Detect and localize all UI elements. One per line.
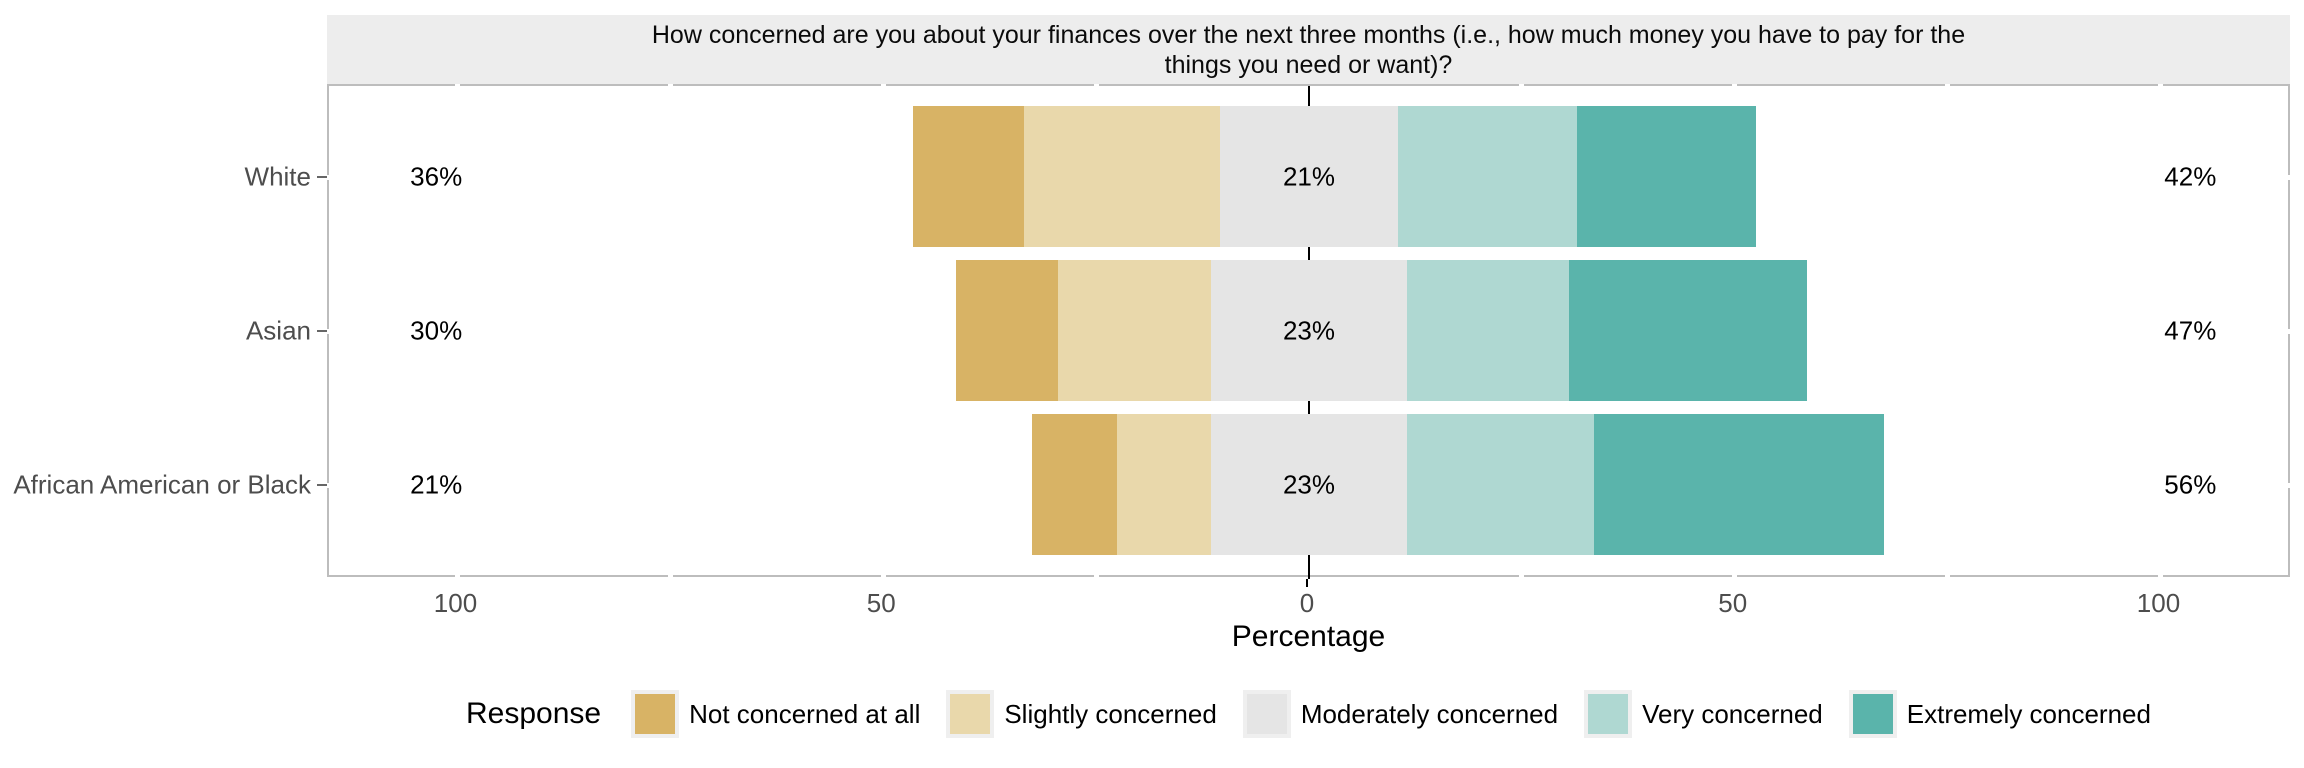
bar-label-left-total: 30% xyxy=(410,315,463,345)
bar-segment-extremely-concerned xyxy=(1594,414,1884,555)
chart-title-strip: How concerned are you about your finance… xyxy=(327,15,2290,84)
zero-axis-tick xyxy=(1306,579,1308,587)
legend: Response Not concerned at all Slightly co… xyxy=(327,686,2290,742)
border-notch xyxy=(327,174,331,180)
legend-key xyxy=(631,690,680,738)
border-notch xyxy=(1093,575,1099,579)
legend-item-moderately-concerned: Moderately concerned xyxy=(1242,690,1559,738)
bar-segment-very-concerned xyxy=(1406,414,1595,555)
bar-segment-slightly-concerned xyxy=(1117,414,1212,555)
border-notch xyxy=(327,328,331,334)
border-notch xyxy=(327,482,331,488)
bar-segment-moderately-concerned xyxy=(1211,260,1407,401)
bar-label-left-total: 36% xyxy=(410,161,463,191)
plot-panel: 36% 21% 42% 30% 23% 47% 21% 23% 56% xyxy=(327,84,2292,579)
legend-item-extremely-concerned: Extremely concerned xyxy=(1848,690,2151,738)
bar-segment-moderately-concerned xyxy=(1219,106,1399,247)
x-axis-tick-label: 100 xyxy=(433,588,478,618)
border-notch xyxy=(2158,84,2163,88)
legend-label: Slightly concerned xyxy=(1004,698,1217,729)
legend-color-swatch xyxy=(635,694,676,734)
bar-label-middle: 23% xyxy=(1282,469,1336,499)
y-axis-tick xyxy=(317,329,327,332)
border-notch xyxy=(2158,575,2163,579)
bar-segment-very-concerned xyxy=(1398,106,1578,247)
legend-key xyxy=(1584,690,1633,738)
border-notch xyxy=(455,575,460,579)
legend-item-not-concerned-at-all: Not concerned at all xyxy=(631,690,920,738)
y-axis-tick xyxy=(317,483,327,486)
border-notch xyxy=(2288,174,2292,180)
chart-title-line2: things you need or want)? xyxy=(1164,50,1453,79)
chart-title-line1: How concerned are you about your finance… xyxy=(651,20,1966,49)
border-notch xyxy=(1519,575,1525,579)
bar-segment-slightly-concerned xyxy=(1023,106,1220,247)
border-notch xyxy=(1732,575,1738,579)
y-axis-label-white: White xyxy=(244,161,311,191)
legend-label: Very concerned xyxy=(1642,698,1823,729)
x-axis-tick-label: 100 xyxy=(2136,588,2181,618)
x-axis-tick-label: 0 xyxy=(1299,588,1315,618)
bar-row xyxy=(1032,414,1884,555)
bar-segment-extremely-concerned xyxy=(1568,260,1808,401)
legend-title: Response xyxy=(466,697,602,730)
border-notch xyxy=(455,84,460,88)
border-notch xyxy=(667,575,673,579)
legend-color-swatch xyxy=(1852,694,1893,734)
bar-row xyxy=(955,260,1808,401)
border-notch xyxy=(880,575,886,579)
legend-color-swatch xyxy=(1588,694,1629,734)
border-notch xyxy=(880,84,886,88)
legend-item-very-concerned: Very concerned xyxy=(1584,690,1823,738)
border-notch xyxy=(2288,482,2292,488)
border-notch xyxy=(1945,575,1951,579)
bar-segment-not-concerned-at-all xyxy=(955,260,1058,401)
border-notch xyxy=(667,84,673,88)
bar-label-left-total: 21% xyxy=(410,469,463,499)
legend-label: Not concerned at all xyxy=(689,698,921,729)
border-notch xyxy=(1093,84,1099,88)
x-axis-title: Percentage xyxy=(1231,620,1386,653)
x-axis-tick-label: 50 xyxy=(866,588,896,618)
legend-key xyxy=(946,690,995,738)
legend-label: Extremely concerned xyxy=(1906,698,2151,729)
bar-label-middle: 23% xyxy=(1282,315,1336,345)
border-notch xyxy=(1945,84,1951,88)
x-axis-tick-label: 50 xyxy=(1718,588,1748,618)
border-notch xyxy=(1732,84,1738,88)
bar-segment-not-concerned-at-all xyxy=(913,106,1024,247)
bar-label-right-total: 42% xyxy=(2164,161,2217,191)
legend-key xyxy=(1242,690,1291,738)
legend-color-swatch xyxy=(1246,694,1287,734)
border-notch xyxy=(1519,84,1525,88)
y-axis-tick xyxy=(317,175,327,178)
bar-segment-extremely-concerned xyxy=(1577,106,1757,247)
y-axis-label-asian: Asian xyxy=(245,315,311,345)
bar-label-right-total: 47% xyxy=(2164,315,2217,345)
bar-segment-slightly-concerned xyxy=(1057,260,1212,401)
bar-label-right-total: 56% xyxy=(2164,469,2217,499)
legend-item-slightly-concerned: Slightly concerned xyxy=(946,690,1217,738)
bar-segment-moderately-concerned xyxy=(1211,414,1407,555)
bar-label-middle: 21% xyxy=(1282,161,1336,191)
legend-color-swatch xyxy=(950,694,991,734)
y-axis-label-african-american-or-black: African American or Black xyxy=(13,469,311,499)
bar-segment-not-concerned-at-all xyxy=(1032,414,1118,555)
bar-row xyxy=(913,106,1757,247)
bar-segment-very-concerned xyxy=(1406,260,1569,401)
border-notch xyxy=(2288,328,2292,334)
legend-label: Moderately concerned xyxy=(1300,698,1559,729)
legend-key xyxy=(1848,690,1897,738)
